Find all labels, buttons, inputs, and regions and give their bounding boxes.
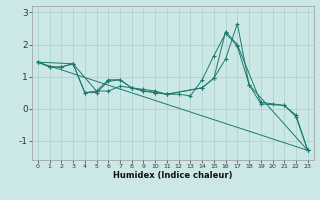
X-axis label: Humidex (Indice chaleur): Humidex (Indice chaleur) [113,171,233,180]
